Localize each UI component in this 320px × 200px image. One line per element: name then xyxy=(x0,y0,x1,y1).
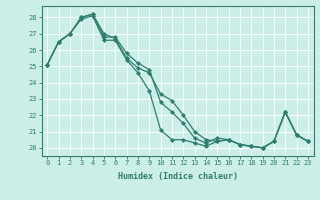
X-axis label: Humidex (Indice chaleur): Humidex (Indice chaleur) xyxy=(118,172,237,181)
